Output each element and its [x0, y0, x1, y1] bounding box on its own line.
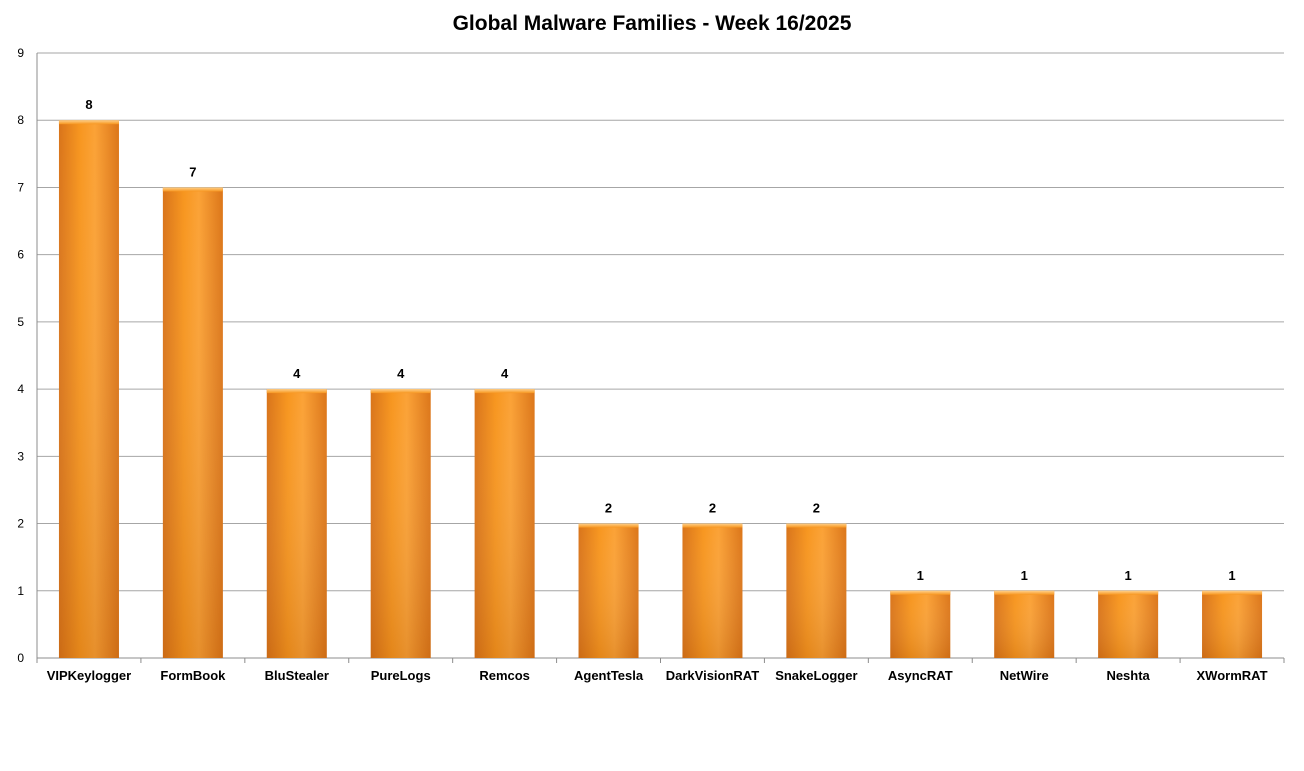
bar	[682, 523, 743, 658]
data-label: 4	[397, 366, 405, 381]
x-tick-label: Neshta	[1106, 668, 1150, 683]
x-tick-label: AgentTesla	[574, 668, 644, 683]
y-tick-label: 1	[17, 584, 24, 598]
x-tick-label: XWormRAT	[1197, 668, 1268, 683]
x-tick-label: NetWire	[1000, 668, 1049, 683]
bar-top-highlight	[682, 523, 743, 528]
bar-top-highlight	[1098, 590, 1159, 595]
y-tick-label: 6	[17, 248, 24, 262]
bar-top-highlight	[578, 523, 639, 528]
bar-shade	[890, 590, 951, 658]
bar-shade	[162, 187, 223, 658]
data-label: 1	[917, 568, 924, 583]
bar-top-highlight	[266, 389, 327, 394]
bar	[786, 523, 847, 658]
data-label: 1	[1125, 568, 1132, 583]
x-tick-label: VIPKeylogger	[47, 668, 132, 683]
chart-title: Global Malware Families - Week 16/2025	[452, 12, 852, 35]
data-label: 8	[85, 97, 92, 112]
data-label: 1	[1021, 568, 1028, 583]
y-tick-label: 3	[17, 449, 24, 463]
x-tick-label: FormBook	[160, 668, 226, 683]
bar-top-highlight	[474, 389, 535, 394]
data-label: 2	[605, 501, 612, 516]
bar	[1202, 590, 1263, 658]
data-label: 1	[1228, 568, 1235, 583]
bar-top-highlight	[1202, 590, 1263, 595]
data-label: 2	[813, 501, 820, 516]
bar	[266, 389, 327, 658]
y-tick-label: 0	[17, 651, 24, 665]
data-label: 4	[293, 366, 301, 381]
bar-top-highlight	[890, 590, 951, 595]
bar	[474, 389, 535, 658]
bar-shade	[786, 523, 847, 658]
bar	[370, 389, 431, 658]
bar-shade	[266, 389, 327, 658]
x-tick-label: DarkVisionRAT	[666, 668, 759, 683]
y-tick-label: 7	[17, 180, 24, 194]
x-tick-label: Remcos	[479, 668, 530, 683]
bar-shade	[1098, 590, 1159, 658]
bar-shade	[370, 389, 431, 658]
data-label: 4	[501, 366, 509, 381]
bar-shade	[474, 389, 535, 658]
x-tick-label: AsyncRAT	[888, 668, 953, 683]
bar-top-highlight	[994, 590, 1055, 595]
bar	[58, 120, 119, 658]
data-label: 7	[189, 164, 196, 179]
bar-shade	[682, 523, 743, 658]
bar-shade	[1202, 590, 1263, 658]
x-tick-label: SnakeLogger	[775, 668, 857, 683]
bar-shade	[994, 590, 1055, 658]
bar-top-highlight	[786, 523, 847, 528]
bar	[890, 590, 951, 658]
bar	[994, 590, 1055, 658]
y-tick-label: 5	[17, 315, 24, 329]
data-label: 2	[709, 501, 716, 516]
bar	[1098, 590, 1159, 658]
y-tick-label: 2	[17, 517, 24, 531]
y-tick-label: 8	[17, 113, 24, 127]
bar-top-highlight	[370, 389, 431, 394]
bar-shade	[58, 120, 119, 658]
bar-top-highlight	[58, 120, 119, 125]
bar	[578, 523, 639, 658]
y-tick-label: 9	[17, 46, 24, 60]
bar-shade	[578, 523, 639, 658]
y-tick-label: 4	[17, 382, 24, 396]
bar	[162, 187, 223, 658]
x-tick-label: BluStealer	[265, 668, 329, 683]
x-tick-label: PureLogs	[371, 668, 431, 683]
bar-top-highlight	[162, 187, 223, 192]
